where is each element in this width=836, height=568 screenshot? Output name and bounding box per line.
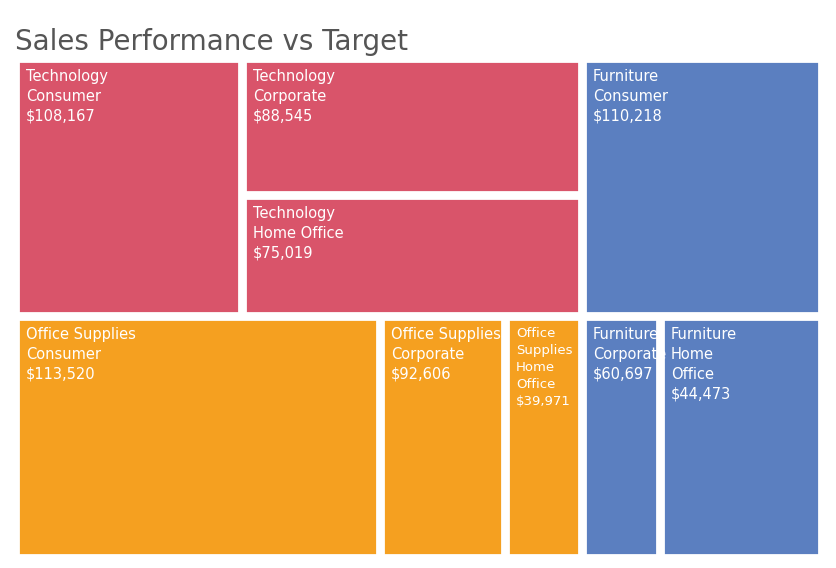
Bar	[18, 61, 239, 313]
Text: Sales Performance vs Target: Sales Performance vs Target	[15, 28, 407, 56]
Text: Furniture
Home
Office
$44,473: Furniture Home Office $44,473	[670, 327, 737, 402]
Bar	[18, 319, 376, 555]
Text: Office
Supplies
Home
Office
$39,971: Office Supplies Home Office $39,971	[515, 327, 572, 408]
Bar	[245, 198, 579, 313]
Text: Technology
Consumer
$108,167: Technology Consumer $108,167	[26, 69, 108, 124]
Bar	[584, 61, 818, 313]
Bar	[584, 319, 656, 555]
Text: Furniture
Consumer
$110,218: Furniture Consumer $110,218	[592, 69, 667, 124]
Text: Office Supplies
Corporate
$92,606: Office Supplies Corporate $92,606	[390, 327, 500, 382]
Bar	[662, 319, 818, 555]
Bar	[245, 61, 579, 192]
Text: Office Supplies
Consumer
$113,520: Office Supplies Consumer $113,520	[26, 327, 135, 382]
Text: Technology
Corporate
$88,545: Technology Corporate $88,545	[252, 69, 334, 124]
Bar	[383, 319, 502, 555]
Text: Technology
Home Office
$75,019: Technology Home Office $75,019	[252, 206, 344, 261]
Bar	[507, 319, 579, 555]
Text: Furniture
Corporate
$60,697: Furniture Corporate $60,697	[592, 327, 665, 382]
